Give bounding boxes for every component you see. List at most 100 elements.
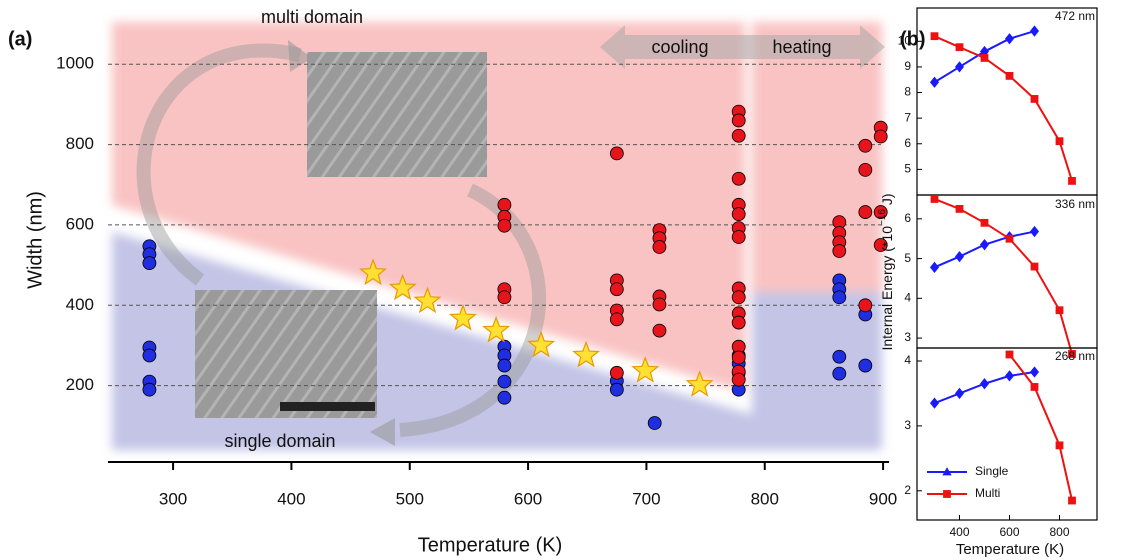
y-tick-label: 600	[66, 214, 94, 233]
star	[484, 318, 509, 342]
point	[610, 366, 623, 379]
figure: 200 400 600 800 1000 300 400 500 600 700 800 900 5 6 7…	[0, 0, 1126, 560]
sem-feature	[280, 402, 375, 411]
point	[1006, 351, 1013, 358]
point	[143, 383, 156, 396]
annotation: multi domain	[261, 7, 363, 27]
point	[874, 130, 887, 143]
point	[833, 350, 846, 363]
annotation: 472 nm	[1055, 9, 1095, 23]
point	[1031, 227, 1039, 237]
y-tick-label: 7	[904, 110, 911, 124]
point	[732, 351, 745, 364]
point	[653, 298, 666, 311]
y-tick-label: 1000	[56, 54, 94, 73]
point	[610, 383, 623, 396]
point	[833, 367, 846, 380]
point	[498, 219, 511, 232]
point	[981, 379, 989, 389]
point	[610, 313, 623, 326]
point	[498, 359, 511, 372]
x-tick-label: 600	[514, 489, 542, 508]
legend-label: Single	[975, 464, 1009, 478]
y-axis-label: Internal Energy (*10−16 J)	[877, 193, 895, 350]
sem-image-multi	[307, 52, 487, 177]
sem-image-single	[195, 290, 377, 418]
point	[931, 398, 939, 408]
point	[1031, 95, 1038, 102]
point	[498, 375, 511, 388]
point	[648, 417, 661, 430]
y-tick-label: 8	[904, 85, 911, 99]
point	[1056, 138, 1063, 145]
x-tick-label: 900	[869, 489, 897, 508]
point	[143, 257, 156, 270]
point	[956, 205, 963, 212]
line	[1010, 354, 1073, 500]
point	[931, 262, 939, 272]
point	[732, 129, 745, 142]
x-tick-label: 400	[277, 489, 305, 508]
point	[732, 230, 745, 243]
point	[498, 391, 511, 404]
y-axis-label: Width (nm)	[24, 191, 46, 289]
point	[732, 208, 745, 221]
panel-label: (b)	[900, 28, 926, 50]
y-tick-label: 6	[904, 136, 911, 150]
point	[859, 359, 872, 372]
point	[1006, 235, 1013, 242]
point	[610, 283, 623, 296]
line	[935, 36, 1073, 181]
point	[732, 373, 745, 386]
y-tick-label: 4	[904, 353, 911, 367]
point	[143, 349, 156, 362]
y-tick-label: 5	[904, 251, 911, 265]
point	[498, 198, 511, 211]
x-tick-label: 800	[751, 489, 779, 508]
point	[981, 240, 989, 250]
point	[1069, 177, 1076, 184]
point	[1056, 307, 1063, 314]
point	[833, 291, 846, 304]
point	[956, 62, 964, 72]
y-tick-label: 400	[66, 295, 94, 314]
x-tick-label: 400	[949, 525, 969, 539]
point	[1006, 34, 1014, 44]
point	[931, 195, 938, 202]
point	[931, 33, 938, 40]
point	[1031, 263, 1038, 270]
point	[610, 147, 623, 160]
point	[859, 163, 872, 176]
point	[981, 54, 988, 61]
y-tick-label: 4	[904, 290, 911, 304]
y-tick-label: 3	[904, 418, 911, 432]
point	[1006, 371, 1014, 381]
annotation: 336 nm	[1055, 197, 1095, 211]
x-tick-label: 700	[632, 489, 660, 508]
legend-label: Multi	[975, 486, 1000, 500]
point	[1069, 497, 1076, 504]
y-tick-label: 3	[904, 330, 911, 344]
point	[981, 219, 988, 226]
y-tick-label: 2	[904, 483, 911, 497]
x-tick-label: 500	[396, 489, 424, 508]
y-tick-label: 200	[66, 375, 94, 394]
point	[931, 77, 939, 87]
label-superscript: −16	[877, 209, 888, 226]
point	[1031, 383, 1038, 390]
point	[1031, 367, 1039, 377]
point	[1031, 26, 1039, 36]
x-tick-label: 300	[159, 489, 187, 508]
annotation: cooling	[651, 37, 708, 57]
annotation: 268 nm	[1055, 349, 1095, 363]
point	[956, 388, 964, 398]
point	[833, 245, 846, 258]
y-tick-label: 800	[66, 134, 94, 153]
plot-frame	[917, 8, 1097, 195]
label-part: Internal Energy (*10	[879, 226, 895, 351]
x-axis-label: Temperature (K)	[956, 541, 1064, 558]
y-tick-label: 9	[904, 59, 911, 73]
legend-marker	[944, 491, 951, 498]
point	[732, 172, 745, 185]
y-tick-label: 5	[904, 162, 911, 176]
